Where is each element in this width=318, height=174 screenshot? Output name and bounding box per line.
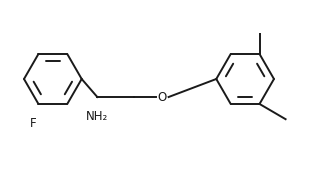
Text: NH₂: NH₂	[86, 110, 108, 123]
Text: F: F	[30, 117, 37, 130]
Text: O: O	[158, 90, 167, 104]
